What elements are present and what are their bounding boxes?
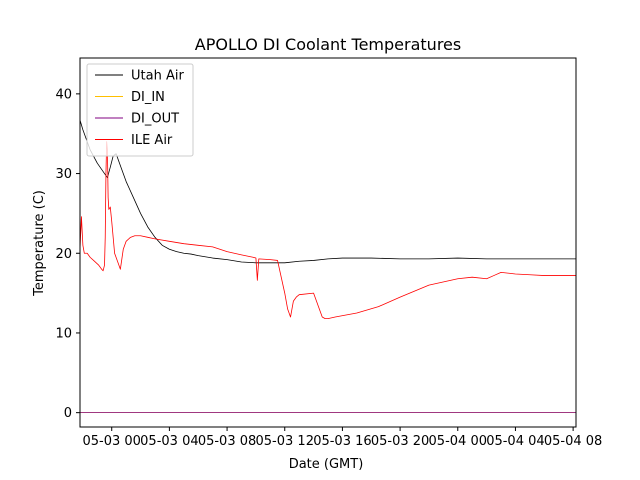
x-tick-label: 05-04 04 (486, 434, 544, 449)
x-tick-label: 05-03 12 (256, 434, 314, 449)
series-line-ile-air (79, 141, 576, 320)
y-tick-label: 0 (64, 406, 72, 421)
x-tick-label: 05-04 00 (429, 434, 487, 449)
x-tick-label: 05-03 04 (140, 434, 198, 449)
y-tick-label: 20 (55, 247, 72, 262)
x-tick-label: 05-04 08 (544, 434, 602, 449)
legend-label: ILE Air (131, 133, 173, 148)
legend-label: Utah Air (131, 69, 184, 84)
x-tick-label: 05-03 16 (313, 434, 371, 449)
x-axis-label: Date (GMT) (289, 457, 364, 472)
y-tick-label: 30 (55, 167, 72, 182)
x-tick-label: 05-03 20 (371, 434, 429, 449)
legend: Utah Air DI_IN DI_OUT ILE Air (86, 63, 194, 157)
y-tick-label: 40 (55, 87, 72, 102)
x-tick-label: 05-03 08 (198, 434, 256, 449)
series-line-utah-air (79, 120, 576, 264)
x-tick-label: 05-03 00 (82, 434, 140, 449)
chart-title: APOLLO DI Coolant Temperatures (195, 35, 461, 54)
legend-box (86, 63, 194, 157)
y-tick-label: 10 (55, 326, 72, 341)
y-axis-label: Temperature (C) (32, 190, 47, 297)
legend-label: DI_IN (131, 90, 165, 105)
plot-frame (79, 57, 577, 428)
legend-label: DI_OUT (131, 112, 179, 127)
